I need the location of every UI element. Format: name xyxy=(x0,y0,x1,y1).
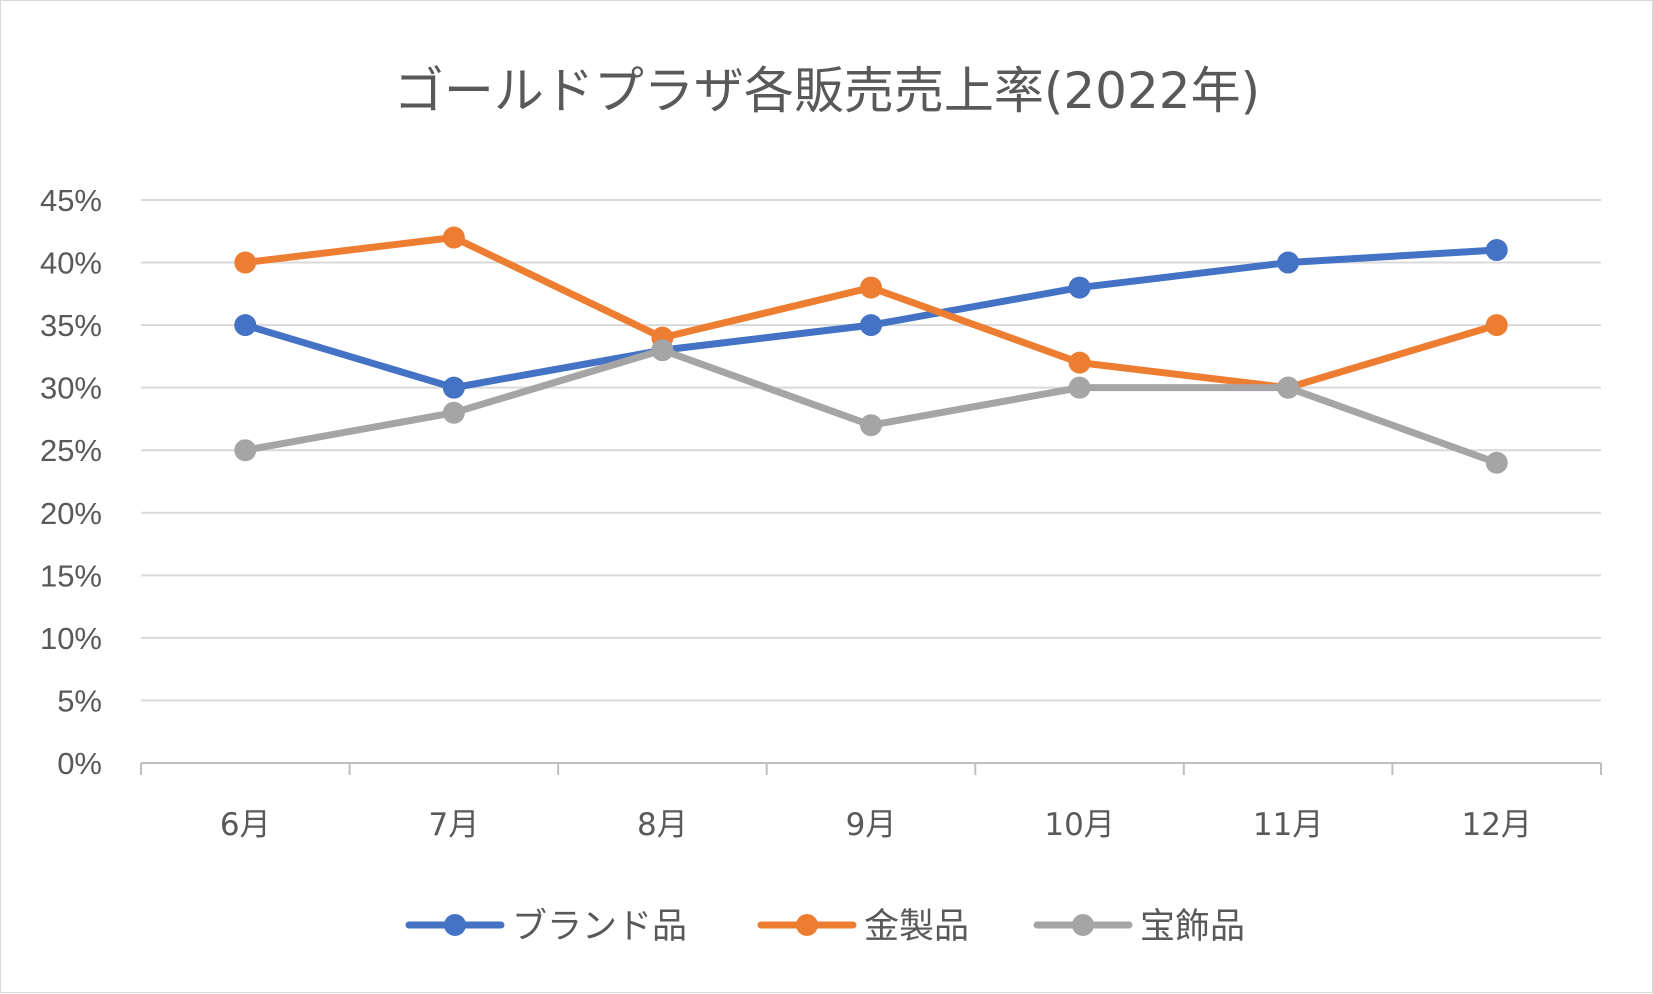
legend-label: 金製品 xyxy=(864,907,969,947)
legend: ブランド品 金製品 宝飾品 xyxy=(405,907,1245,947)
data-point xyxy=(860,314,882,337)
data-point xyxy=(1068,276,1091,299)
y-tick-label: 20% xyxy=(40,496,102,531)
gridlines xyxy=(141,199,1601,702)
data-point xyxy=(1068,376,1091,399)
y-tick-label: 45% xyxy=(40,183,102,218)
data-point xyxy=(442,226,465,249)
legend-marker xyxy=(1072,914,1094,936)
x-tick-label: 8月 xyxy=(637,807,688,843)
data-point xyxy=(860,276,882,299)
y-axis-tick-labels: 0% 5% 10% 15% 20% 25% 30% 35% 40% 45% xyxy=(40,183,102,781)
legend-label: ブランド品 xyxy=(512,907,687,947)
series-lines xyxy=(234,226,1508,474)
data-point xyxy=(442,401,465,424)
data-point xyxy=(860,414,882,437)
data-point xyxy=(234,439,257,462)
data-point xyxy=(234,314,257,337)
y-tick-label: 5% xyxy=(57,683,102,718)
x-tick-label: 11月 xyxy=(1253,807,1323,843)
data-point xyxy=(442,376,465,399)
x-tick-label: 12月 xyxy=(1461,807,1531,843)
chart-title: ゴールドプラザ各販売売上率(2022年) xyxy=(394,62,1260,120)
data-point xyxy=(651,339,674,362)
legend-label: 宝飾品 xyxy=(1140,907,1245,947)
data-point xyxy=(1068,351,1091,374)
data-point xyxy=(1485,314,1508,337)
y-tick-label: 40% xyxy=(40,246,102,281)
data-point xyxy=(1485,239,1508,262)
y-tick-label: 30% xyxy=(40,371,102,406)
x-tick-label: 6月 xyxy=(220,807,271,843)
x-tick-label: 7月 xyxy=(428,807,479,843)
data-point xyxy=(1277,376,1300,399)
x-tick-label: 9月 xyxy=(846,807,897,843)
data-point xyxy=(1277,251,1300,274)
data-point xyxy=(234,251,257,274)
y-tick-label: 15% xyxy=(40,558,102,593)
y-tick-label: 25% xyxy=(40,433,102,468)
legend-marker xyxy=(444,914,466,936)
series-line xyxy=(241,346,1501,467)
x-tick-label: 10月 xyxy=(1044,807,1114,843)
data-point xyxy=(1485,451,1508,474)
y-tick-label: 35% xyxy=(40,308,102,343)
y-tick-label: 10% xyxy=(40,621,102,656)
y-tick-label: 0% xyxy=(57,746,102,781)
legend-marker xyxy=(796,914,818,936)
x-axis: 6月 7月 8月 9月 10月 11月 12月 xyxy=(140,762,1602,843)
